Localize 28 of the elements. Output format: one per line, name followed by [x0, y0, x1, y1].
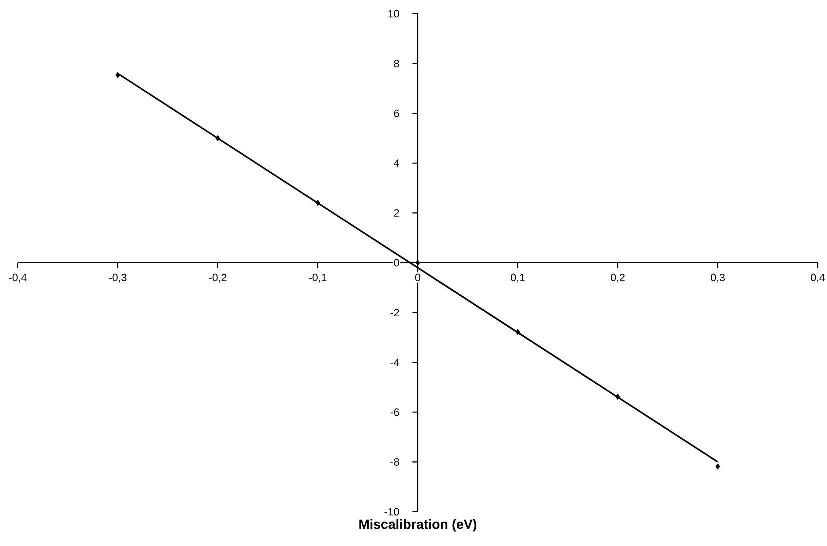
x-tick-label: 0,3: [711, 274, 725, 283]
x-tick-label: 0,2: [611, 274, 625, 283]
y-tick-label: -6: [390, 408, 400, 416]
point: [416, 260, 420, 266]
x-tick-label: 0,1: [511, 274, 525, 283]
y-tick-label: 10: [388, 10, 400, 18]
x-tick-label: -0,3: [109, 274, 127, 283]
point: [116, 72, 120, 78]
point: [516, 329, 520, 336]
x-tick-label: -0,4: [9, 274, 27, 283]
x-tick-label: 0: [415, 274, 421, 282]
x-tick-label: -0,1: [309, 274, 327, 283]
y-tick-label: 4: [394, 160, 400, 168]
point: [316, 200, 320, 206]
point: [216, 136, 220, 142]
y-tick-label: -10: [384, 508, 400, 516]
y-tick-label: 0: [394, 259, 400, 267]
point: [716, 464, 720, 470]
y-tick-label: 2: [394, 209, 400, 217]
x-tick-label: -0,2: [209, 274, 227, 283]
y-tick-label: 8: [394, 60, 400, 68]
point: [616, 394, 620, 400]
y-tick-label: 6: [394, 110, 400, 118]
y-tick-label: -2: [390, 309, 400, 317]
x-axis-title: Miscalibration (eV): [360, 519, 477, 532]
y-tick-label: -4: [390, 358, 400, 366]
y-tick-label: -8: [390, 458, 400, 466]
x-tick-label: 0,4: [811, 274, 826, 283]
